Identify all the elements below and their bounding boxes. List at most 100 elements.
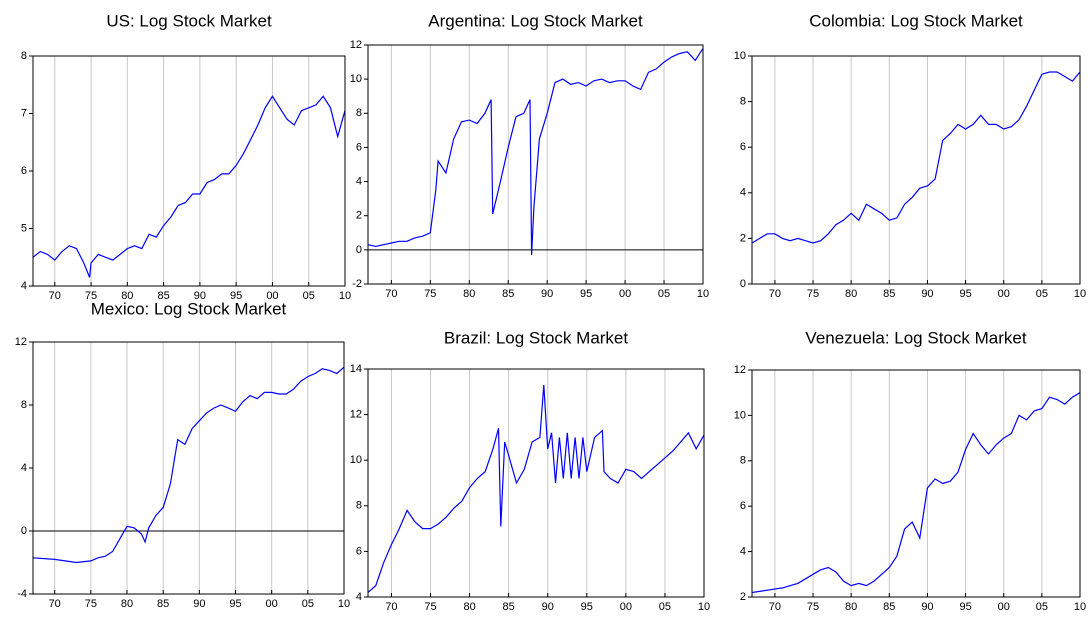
x-tick-label: 85 — [157, 290, 169, 302]
line-series — [32, 366, 345, 564]
x-tick-label: 05 — [302, 598, 314, 610]
x-tick-label: 85 — [883, 288, 895, 300]
y-tick-label: 14 — [350, 363, 362, 375]
x-tick-label: 95 — [230, 290, 242, 302]
x-tick-label: 95 — [229, 598, 241, 610]
y-tick-label: 12 — [350, 409, 362, 421]
x-tick-label: 70 — [385, 601, 397, 613]
panel-title: Colombia: Log Stock Market — [809, 11, 1023, 30]
x-tick-label: 75 — [807, 288, 819, 300]
x-tick-label: 85 — [157, 598, 169, 610]
y-tick-label: -2 — [352, 278, 362, 290]
plot-frame — [32, 55, 346, 287]
x-tick-label: 05 — [303, 290, 315, 302]
y-tick-label: 10 — [350, 454, 362, 466]
x-tick-label: 85 — [502, 288, 514, 300]
x-tick-label: 00 — [266, 290, 278, 302]
x-tick-label: 10 — [1074, 601, 1086, 613]
x-tick-label: 90 — [921, 288, 933, 300]
y-tick-label: -4 — [17, 588, 27, 600]
x-tick-label: 70 — [769, 288, 781, 300]
y-tick-label: 4 — [21, 280, 27, 292]
x-tick-label: 75 — [85, 290, 97, 302]
x-tick-label: 95 — [959, 601, 971, 613]
x-tick-label: 80 — [845, 288, 857, 300]
panel: Brazil: Log Stock Market 70 75 80 85 90 95 00 05… — [350, 328, 710, 612]
plot-frame — [751, 369, 1081, 598]
x-tick-label: 80 — [121, 598, 133, 610]
y-tick-label: 6 — [356, 141, 362, 153]
x-tick-label: 70 — [769, 601, 781, 613]
x-tick-label: 75 — [424, 601, 436, 613]
x-tick-label: 90 — [194, 290, 206, 302]
panel-title: Venezuela: Log Stock Market — [805, 328, 1026, 347]
panel-title: Brazil: Log Stock Market — [444, 328, 629, 347]
x-tick-label: 95 — [959, 288, 971, 300]
x-tick-label: 75 — [807, 601, 819, 613]
x-tick-label: 80 — [463, 288, 475, 300]
y-tick-label: 8 — [356, 500, 362, 512]
x-tick-label: 70 — [49, 598, 61, 610]
panel: Venezuela: Log Stock Market 70 75 80 85 90 95 0… — [734, 328, 1086, 612]
x-tick-label: 75 — [85, 598, 97, 610]
x-tick-label: 80 — [463, 601, 475, 613]
panel-title: US: Log Stock Market — [106, 11, 272, 30]
y-tick-label: 8 — [21, 399, 27, 411]
x-tick-label: 00 — [266, 598, 278, 610]
y-tick-label: 2 — [740, 591, 746, 603]
x-tick-label: 90 — [921, 601, 933, 613]
x-tick-label: 85 — [883, 601, 895, 613]
y-tick-label: 10 — [734, 50, 746, 62]
y-tick-label: 2 — [356, 210, 362, 222]
y-tick-label: 7 — [21, 107, 27, 119]
plot-frame — [367, 368, 705, 598]
y-tick-label: 0 — [21, 525, 27, 537]
x-tick-label: 80 — [121, 290, 133, 302]
y-tick-label: 8 — [740, 96, 746, 108]
x-tick-label: 70 — [385, 288, 397, 300]
y-tick-label: 4 — [21, 462, 27, 474]
x-tick-label: 10 — [1074, 288, 1086, 300]
y-tick-label: 4 — [356, 175, 362, 187]
x-tick-label: 90 — [541, 288, 553, 300]
panel-title: Mexico: Log Stock Market — [91, 299, 287, 318]
line-series — [751, 71, 1081, 244]
x-tick-label: 00 — [620, 601, 632, 613]
plot-area — [368, 369, 704, 597]
x-tick-label: 10 — [697, 288, 709, 300]
y-tick-label: 4 — [740, 546, 746, 558]
x-tick-label: 10 — [339, 290, 351, 302]
plot-area — [33, 56, 345, 286]
y-tick-label: 5 — [21, 222, 27, 234]
plot-area — [368, 45, 703, 284]
plot-area — [752, 56, 1080, 284]
x-tick-label: 05 — [1036, 601, 1048, 613]
line-series — [367, 384, 705, 593]
y-tick-label: 6 — [21, 165, 27, 177]
y-tick-label: 6 — [356, 545, 362, 557]
x-tick-label: 10 — [698, 601, 710, 613]
line-series — [751, 392, 1081, 594]
plot-frame — [367, 44, 704, 285]
plot-area — [33, 342, 344, 594]
x-tick-label: 70 — [49, 290, 61, 302]
plot-area — [752, 370, 1080, 597]
x-tick-label: 00 — [998, 601, 1010, 613]
y-tick-label: 8 — [356, 107, 362, 119]
x-tick-label: 10 — [338, 598, 350, 610]
panel-title: Argentina: Log Stock Market — [428, 11, 643, 30]
y-tick-label: 0 — [356, 244, 362, 256]
y-tick-label: 2 — [740, 232, 746, 244]
x-tick-label: 90 — [542, 601, 554, 613]
line-series — [367, 48, 704, 256]
x-tick-label: 05 — [1036, 288, 1048, 300]
y-tick-label: 4 — [356, 591, 362, 603]
x-tick-label: 00 — [619, 288, 631, 300]
x-tick-label: 85 — [503, 601, 515, 613]
plot-frame — [32, 341, 345, 595]
x-tick-label: 80 — [845, 601, 857, 613]
y-tick-label: 4 — [740, 187, 746, 199]
